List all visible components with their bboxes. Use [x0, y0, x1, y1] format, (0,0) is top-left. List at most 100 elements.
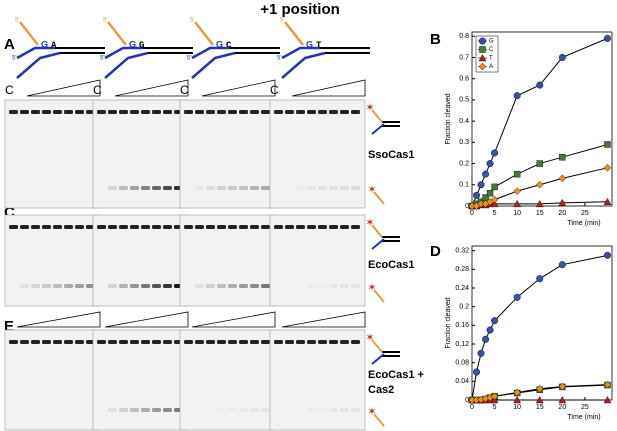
gradient-wedge — [281, 311, 366, 328]
band — [42, 284, 51, 288]
point — [490, 199, 499, 208]
band — [217, 110, 226, 114]
gel — [269, 99, 366, 209]
x-tick-label: 20 — [558, 210, 566, 217]
base: C — [226, 40, 232, 50]
band — [31, 110, 40, 114]
five-prime: 5' — [187, 56, 191, 62]
x-tick-label: 5 — [493, 210, 497, 217]
band — [75, 284, 84, 288]
y-tick-label: 0.5 — [459, 97, 469, 104]
band — [318, 408, 327, 412]
panel-label: A — [4, 36, 15, 53]
y-tick-label: 0.4 — [459, 118, 469, 125]
point — [536, 81, 544, 89]
x-tick-label: 0 — [470, 404, 474, 411]
band — [42, 340, 51, 344]
dna-strand — [16, 51, 61, 79]
band — [195, 186, 204, 190]
substrate — [373, 191, 385, 205]
band — [239, 110, 248, 114]
lane-label: C — [180, 83, 189, 97]
y-tick-label: 0.2 — [459, 304, 469, 311]
y-tick-label: 0.1 — [459, 182, 469, 189]
band — [217, 284, 226, 288]
band — [340, 408, 349, 412]
point — [603, 197, 612, 205]
series-line — [471, 254, 608, 401]
y-tick-label: 0.8 — [459, 33, 469, 40]
y-tick-label: 0 — [465, 397, 469, 404]
band — [152, 110, 161, 114]
band — [195, 284, 204, 288]
x-tick-label: 10 — [513, 404, 521, 411]
band — [228, 408, 237, 412]
legend-label: C — [489, 47, 494, 53]
point — [490, 195, 499, 204]
band — [53, 340, 62, 344]
band — [20, 340, 29, 344]
band — [261, 186, 270, 190]
gel — [269, 329, 366, 431]
point — [491, 183, 498, 191]
y-tick-label: 0.08 — [455, 360, 469, 367]
y-tick-label: 0.16 — [455, 322, 469, 329]
band — [141, 186, 150, 190]
panel-label: C — [4, 204, 15, 221]
band — [119, 110, 128, 114]
panel-label: D — [430, 243, 441, 260]
band — [163, 284, 172, 288]
dna-strand — [371, 238, 385, 250]
band — [307, 284, 316, 288]
band — [261, 284, 270, 288]
band — [152, 186, 161, 190]
band — [64, 284, 73, 288]
point — [536, 160, 543, 167]
gradient-wedge — [104, 311, 189, 328]
band — [351, 186, 360, 190]
band — [53, 110, 62, 114]
gradient-wedge — [201, 79, 276, 97]
gel-label: Cas2 — [368, 384, 394, 396]
band — [206, 110, 215, 114]
band — [250, 284, 259, 288]
band — [152, 340, 161, 344]
band — [250, 225, 259, 229]
gel — [179, 329, 276, 431]
band — [329, 340, 338, 344]
point — [558, 396, 567, 404]
band — [351, 408, 360, 412]
gel-label: EcoCas1 + — [368, 369, 424, 381]
y-axis-label: Fraction cleaved — [445, 93, 452, 144]
gradient-wedge — [16, 311, 101, 328]
band — [152, 408, 161, 412]
panel-label: B — [430, 31, 441, 48]
base: G — [41, 39, 48, 49]
label-star: ✶ — [367, 282, 376, 294]
gel-label: EcoCas1 — [368, 259, 414, 271]
band — [97, 225, 106, 229]
band — [75, 225, 84, 229]
point — [536, 275, 544, 283]
band — [108, 110, 117, 114]
point — [491, 149, 499, 157]
band — [261, 340, 270, 344]
band — [329, 110, 338, 114]
band — [250, 408, 259, 412]
point — [513, 92, 521, 100]
legend-label: G — [489, 39, 494, 45]
band — [340, 284, 349, 288]
band — [31, 284, 40, 288]
band — [206, 284, 215, 288]
band — [250, 340, 259, 344]
band — [97, 340, 106, 344]
point — [513, 170, 521, 178]
point — [535, 180, 544, 189]
dna-strand — [371, 123, 385, 135]
point — [491, 317, 499, 325]
label-star: ✶ — [365, 332, 374, 344]
gel — [179, 214, 276, 307]
band — [9, 340, 18, 344]
band — [152, 225, 161, 229]
band — [163, 186, 172, 190]
